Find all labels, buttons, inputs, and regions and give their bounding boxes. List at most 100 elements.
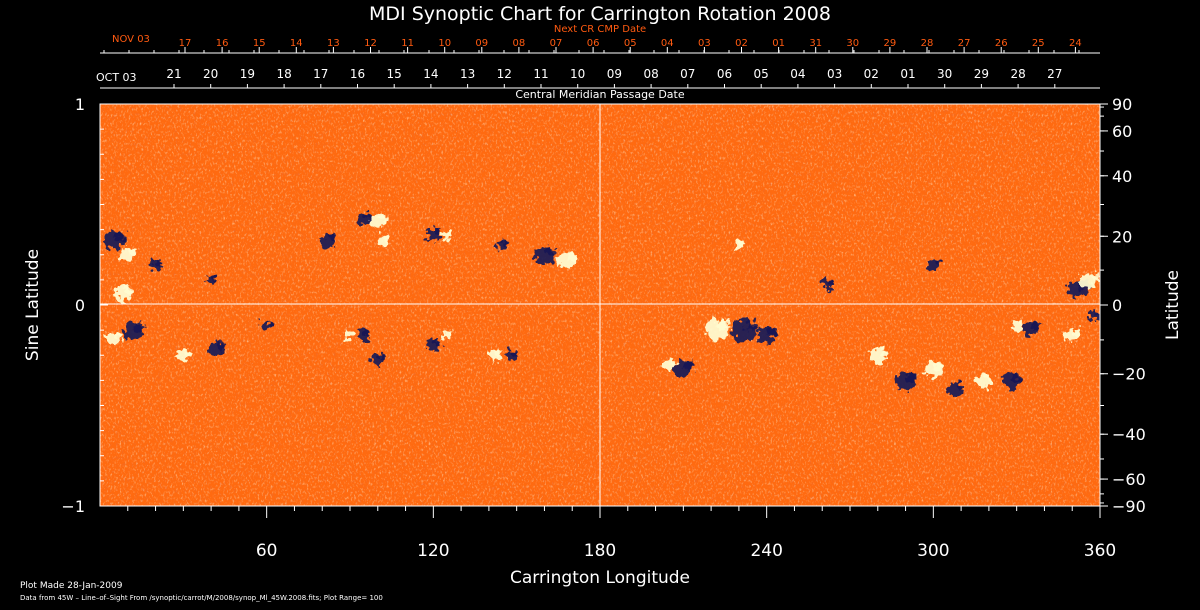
- cmp-axis-date-label: 15: [387, 67, 402, 81]
- x-axis-tick-label: 60: [256, 541, 278, 561]
- active-region-16-lobe: [567, 253, 578, 262]
- top-axis-date-label: 12: [364, 38, 377, 49]
- active-region-42-lobe: [1094, 310, 1100, 316]
- top-axis-date-label: 15: [253, 38, 266, 49]
- cmp-axis-date-label: 18: [276, 67, 291, 81]
- top-axis-date-label: 02: [735, 38, 748, 49]
- active-region-21-lobe: [433, 339, 442, 346]
- magnetogram-map: [100, 104, 1100, 506]
- active-region-24-lobe: [447, 331, 453, 336]
- right-axis-tick-label: −20: [1112, 365, 1146, 384]
- top-axis-date-label: 08: [513, 38, 526, 49]
- top-axis-date-label: 05: [624, 38, 637, 49]
- top-axis-date-label: 31: [809, 38, 822, 49]
- left-axis-label: Sine Latitude: [23, 249, 43, 361]
- top-axis-date-label: 26: [995, 38, 1008, 49]
- right-axis-tick-label: −60: [1112, 470, 1146, 489]
- cmp-axis-date-label: 03: [827, 67, 842, 81]
- active-region-22-lobe: [511, 350, 519, 356]
- x-axis-tick-label: 120: [417, 541, 449, 561]
- active-region-33-lobe: [933, 362, 944, 371]
- right-axis-tick-label: −40: [1112, 425, 1146, 444]
- active-region-11-lobe: [383, 235, 391, 242]
- active-region-15-lobe: [544, 246, 556, 256]
- top-axis-date-label: 06: [587, 38, 600, 49]
- left-axis-tick-label: 0: [75, 296, 85, 315]
- cmp-axis-date-label: 14: [423, 67, 438, 81]
- cmp-axis-date-label: 20: [203, 67, 218, 81]
- top-axis-date-label: 04: [661, 38, 674, 49]
- active-region-1-lobe: [128, 248, 137, 256]
- top-axis-start-label: NOV 03: [112, 34, 150, 45]
- active-region-9-lobe: [378, 214, 387, 222]
- x-axis-label: Carrington Longitude: [510, 568, 690, 588]
- top-axis-date-label: 25: [1032, 38, 1045, 49]
- active-region-37-lobe: [1030, 322, 1040, 330]
- active-region-25-lobe: [266, 321, 273, 326]
- cmp-axis-title: Central Meridian Passage Date: [515, 88, 684, 101]
- right-axis-tick-label: 60: [1112, 122, 1132, 141]
- cmp-axis-date-label: 17: [313, 67, 328, 81]
- top-axis-date-label: 28: [921, 38, 934, 49]
- top-axis-date-label: 24: [1069, 38, 1082, 49]
- active-region-7-lobe: [217, 342, 226, 350]
- cmp-axis-date-label: 10: [570, 67, 585, 81]
- active-region-43-lobe: [828, 280, 835, 286]
- x-axis-tick-label: 240: [750, 541, 782, 561]
- top-axis-date-label: 10: [438, 38, 451, 49]
- active-region-32-lobe: [906, 373, 918, 383]
- top-axis-date-label: 29: [884, 38, 897, 49]
- top-axis-date-label: 17: [179, 38, 192, 49]
- active-region-8-lobe: [183, 349, 192, 356]
- cmp-axis-date-label: 09: [607, 67, 622, 81]
- left-axis-tick-label: −1: [61, 497, 85, 516]
- active-region-39-lobe: [1072, 329, 1081, 336]
- active-region-34-lobe: [955, 382, 965, 391]
- cmp-axis-date-label: 29: [974, 67, 989, 81]
- cmp-axis-date-label: 28: [1010, 67, 1025, 81]
- cmp-axis-date-label: 07: [680, 67, 695, 81]
- cmp-axis-ticks: 21 20 19 18 17 16 15 14 13 12 11 10 09 08 07 06 05 04 03 02…: [166, 67, 1062, 88]
- top-axis-date-label: 16: [216, 38, 229, 49]
- cmp-axis-date-label: 30: [937, 67, 952, 81]
- right-axis-tick-label: 0: [1112, 296, 1122, 315]
- active-region-19-lobe: [350, 331, 356, 336]
- bottom-axis: 60 120 180 240 300 360: [127, 506, 1116, 561]
- active-region-30-lobe: [669, 360, 677, 366]
- active-region-6-lobe: [211, 274, 217, 280]
- active-region-28-lobe: [767, 327, 778, 336]
- top-axis-date-label: 07: [550, 38, 563, 49]
- active-region-2-lobe: [122, 285, 133, 294]
- active-region-26-lobe: [717, 319, 731, 331]
- x-axis-tick-label: 180: [584, 541, 616, 561]
- plot-made-note: Plot Made 28-Jan-2009: [20, 581, 123, 591]
- top-axis-date-label: 11: [401, 38, 414, 49]
- right-axis: 90 60 40 20 0 −20 −40 −60 −90: [1100, 95, 1146, 516]
- right-axis-tick-label: 20: [1112, 227, 1132, 246]
- cmp-axis-date-label: 13: [460, 67, 475, 81]
- cmp-axis-date-label: 06: [717, 67, 732, 81]
- active-regions: [103, 212, 1100, 397]
- active-region-3-lobe: [155, 259, 163, 266]
- left-axis-tick-label: 1: [75, 95, 85, 114]
- cmp-axis-date-label: 16: [350, 67, 365, 81]
- active-region-29-lobe: [683, 362, 694, 371]
- top-axis-date-label: 01: [772, 38, 785, 49]
- left-axis: 1 0 −1: [61, 95, 108, 516]
- right-axis-label: Latitude: [1163, 270, 1183, 340]
- active-region-27-lobe: [745, 320, 760, 333]
- x-axis-tick-label: 300: [917, 541, 949, 561]
- active-region-5-lobe: [114, 333, 122, 340]
- active-region-31-lobe: [878, 348, 887, 356]
- active-region-17-lobe: [503, 239, 510, 246]
- active-region-36-lobe: [1011, 374, 1022, 383]
- active-region-18-lobe: [364, 330, 371, 336]
- cmp-axis-date-label: 11: [533, 67, 548, 81]
- active-region-14-lobe: [447, 230, 453, 236]
- top-axis-date-label: 03: [698, 38, 711, 49]
- cmp-axis-date-label: 01: [900, 67, 915, 81]
- chart-title: MDI Synoptic Chart for Carrington Rotati…: [369, 3, 831, 25]
- active-region-45-lobe: [739, 240, 745, 246]
- right-axis-tick-label: 90: [1112, 95, 1132, 114]
